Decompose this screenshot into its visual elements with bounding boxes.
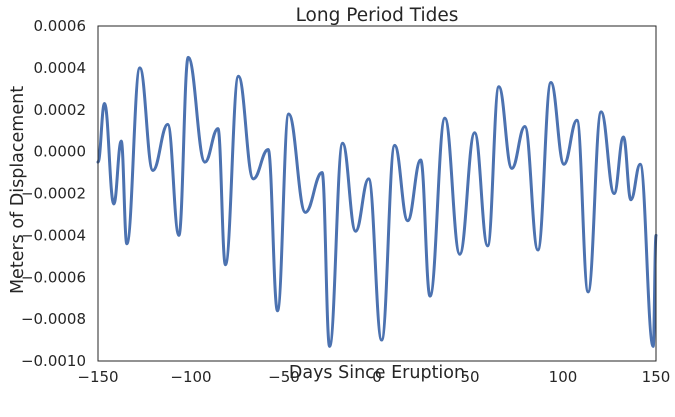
y-tick-label: −0.0002 [21, 185, 86, 203]
plot-frame [97, 25, 657, 362]
tick-layer: −150 −100 −50 0 50 100 150 −0.0010 −0.0008 −0.000… [21, 17, 670, 386]
y-tick-label: −0.0006 [21, 268, 86, 286]
x-tick-label: −150 [77, 368, 118, 386]
x-tick-label: 50 [460, 368, 479, 386]
y-tick-label: −0.0010 [21, 352, 86, 370]
y-tick-label: 0.0002 [34, 101, 87, 119]
x-tick-label: 150 [642, 368, 671, 386]
y-tick-label: −0.0004 [21, 226, 86, 244]
x-axis-title: Days Since Eruption [289, 363, 465, 383]
x-tick-label: 0 [372, 368, 382, 386]
chart-title: Long Period Tides [296, 5, 459, 26]
y-axis-title: Meters of Displacement [8, 86, 28, 294]
y-tick-label: −0.0008 [21, 310, 86, 328]
x-tick-label: −50 [268, 368, 300, 386]
y-tick-label: 0.0006 [34, 17, 87, 35]
y-tick-label: 0.0004 [34, 59, 87, 77]
x-tick-label: 100 [549, 368, 578, 386]
tide-displacement-line [96, 55, 658, 348]
y-tick-label: 0.0000 [34, 143, 87, 161]
x-tick-label: −100 [170, 368, 211, 386]
